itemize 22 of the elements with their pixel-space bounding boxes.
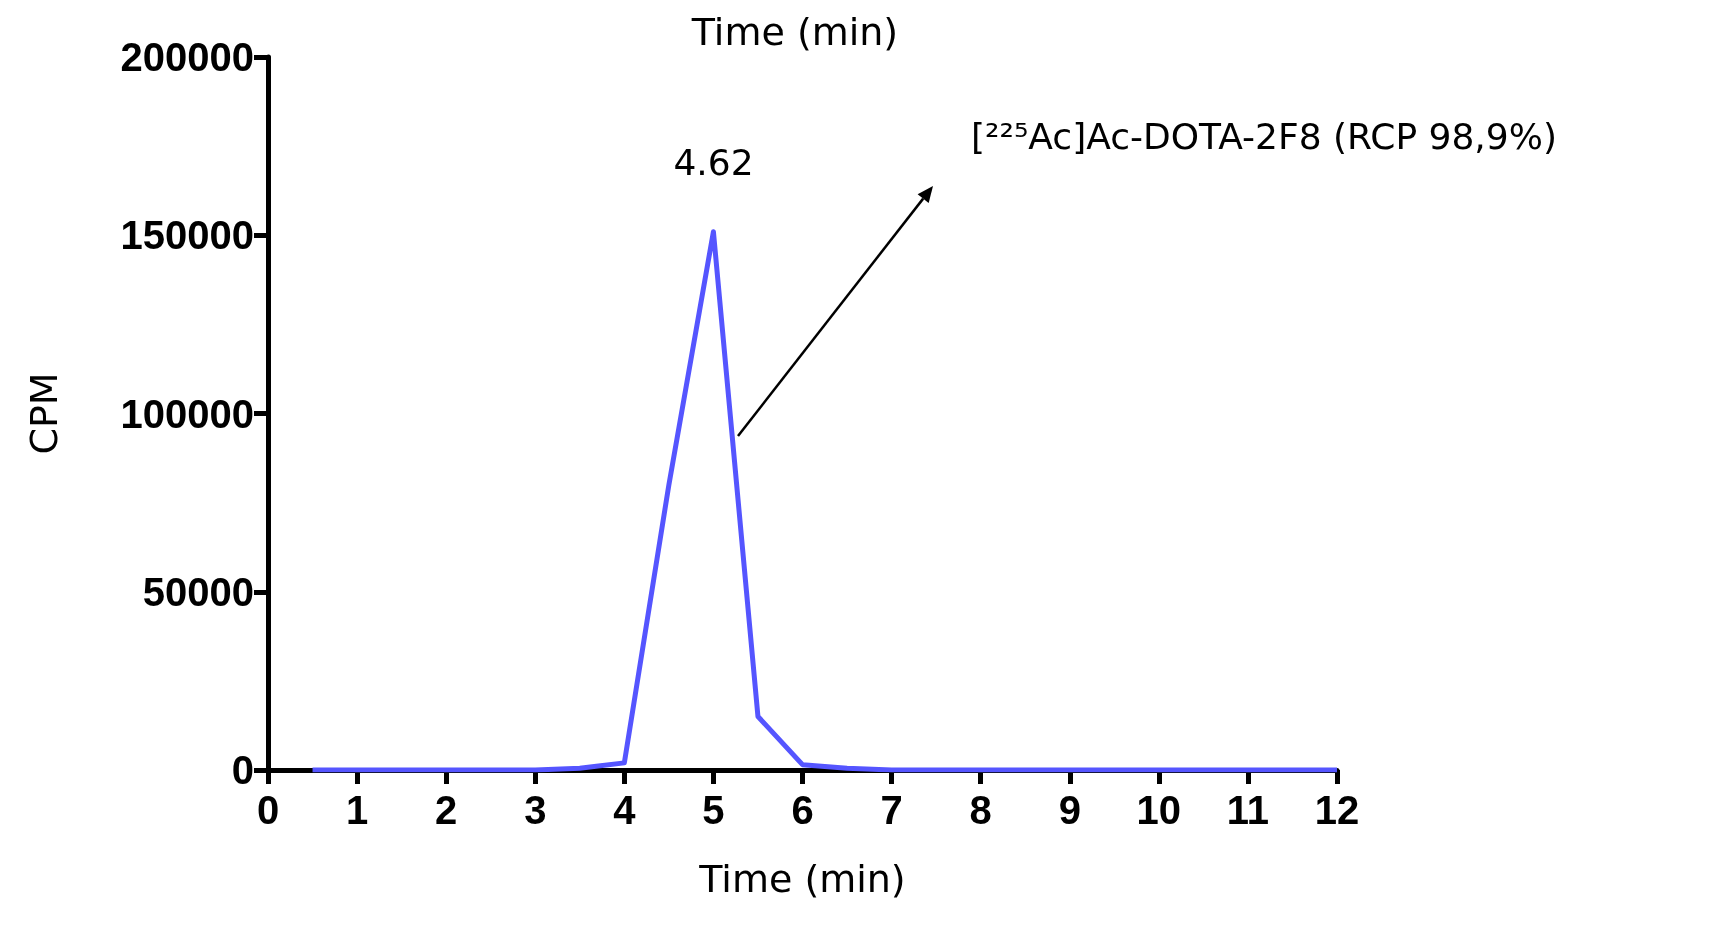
annotation: [²²⁵Ac]Ac-DOTA-2F8 (RCP 98,9%) [971, 116, 1557, 157]
x-tick-label: 2 [435, 788, 458, 832]
y-tick-label: 0 [231, 748, 254, 792]
x-tick-label: 7 [880, 788, 903, 832]
y-tick-label: 50000 [142, 569, 254, 614]
y-tick-label: 150000 [120, 213, 254, 258]
x-tick-label: 1 [345, 788, 369, 832]
x-axis-title: Time (min) [698, 857, 906, 901]
y-tick-label: 200000 [120, 35, 254, 79]
x-tick-label: 11 [1226, 788, 1270, 832]
x-tick-label: 9 [1058, 788, 1081, 832]
x-tick-label: 6 [791, 788, 814, 832]
y-tick-label: 100000 [120, 391, 254, 436]
x-tick-label: 5 [702, 788, 725, 832]
chart-title: Time (min) [690, 10, 899, 54]
annotation: 4.62 [673, 141, 754, 183]
x-tick-label: 10 [1136, 788, 1182, 832]
x-tick-label: 8 [969, 788, 992, 832]
y-axis-title: CPM [22, 372, 66, 455]
x-tick-label: 3 [524, 788, 547, 832]
x-tick-label: 4 [613, 788, 637, 832]
x-tick-label: 12 [1314, 788, 1360, 832]
